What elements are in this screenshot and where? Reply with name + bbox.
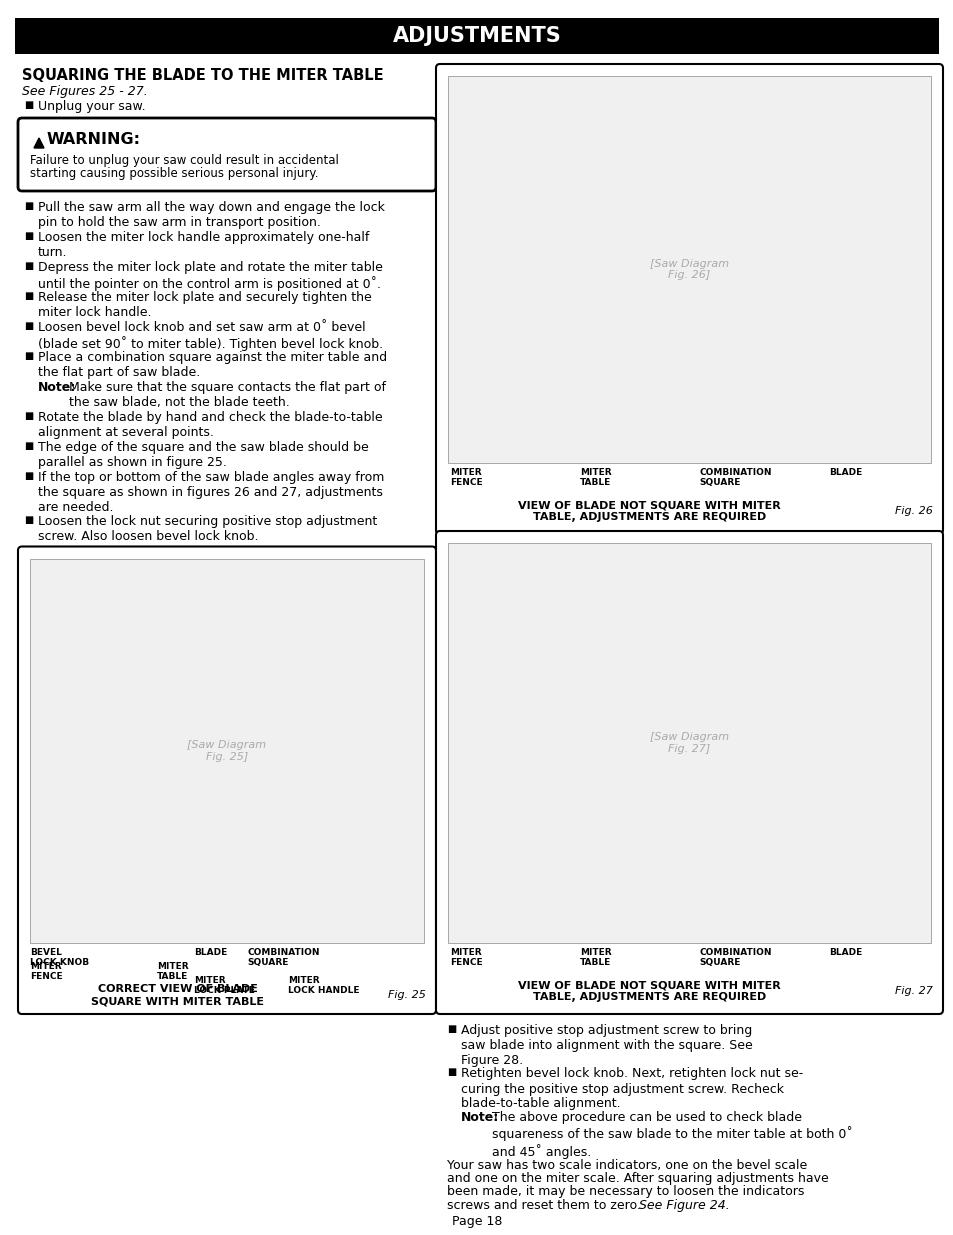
Text: ■: ■ — [24, 100, 33, 110]
Text: Depress the miter lock plate and rotate the miter table
until the pointer on the: Depress the miter lock plate and rotate … — [38, 261, 382, 291]
Text: ■: ■ — [24, 351, 33, 361]
Bar — [448, 77, 930, 463]
Text: MITER
TABLE: MITER TABLE — [579, 948, 611, 967]
Polygon shape — [34, 138, 44, 148]
Text: Fig. 25: Fig. 25 — [388, 990, 426, 1000]
Text: Loosen the miter lock handle approximately one-half
turn.: Loosen the miter lock handle approximate… — [38, 231, 369, 259]
Text: COMBINATION
SQUARE: COMBINATION SQUARE — [699, 468, 771, 488]
FancyBboxPatch shape — [436, 531, 942, 1014]
Text: [Saw Diagram
Fig. 26]: [Saw Diagram Fig. 26] — [649, 258, 728, 280]
Text: ■: ■ — [24, 471, 33, 480]
Text: ■: ■ — [447, 1067, 456, 1077]
Text: See Figure 24.: See Figure 24. — [639, 1199, 729, 1212]
Bar — [15, 19, 938, 54]
Text: MITER
TABLE: MITER TABLE — [157, 962, 189, 982]
Text: [Saw Diagram
Fig. 25]: [Saw Diagram Fig. 25] — [187, 740, 266, 762]
Text: Loosen the lock nut securing positive stop adjustment
screw. Also loosen bevel l: Loosen the lock nut securing positive st… — [38, 515, 376, 542]
Text: screws and reset them to zero.: screws and reset them to zero. — [447, 1199, 644, 1212]
Text: TABLE, ADJUSTMENTS ARE REQUIRED: TABLE, ADJUSTMENTS ARE REQUIRED — [533, 992, 765, 1002]
Text: COMBINATION
SQUARE: COMBINATION SQUARE — [699, 948, 771, 967]
Text: BLADE: BLADE — [194, 948, 227, 957]
Text: Loosen bevel lock knob and set saw arm at 0˚ bevel
(blade set 90˚ to miter table: Loosen bevel lock knob and set saw arm a… — [38, 321, 383, 352]
Text: ■: ■ — [24, 441, 33, 451]
Text: SQUARE WITH MITER TABLE: SQUARE WITH MITER TABLE — [91, 995, 264, 1007]
Text: See Figures 25 - 27.: See Figures 25 - 27. — [22, 85, 148, 98]
Text: Fig. 26: Fig. 26 — [894, 506, 932, 516]
Text: SQUARING THE BLADE TO THE MITER TABLE: SQUARING THE BLADE TO THE MITER TABLE — [22, 68, 383, 83]
Text: and one on the miter scale. After squaring adjustments have: and one on the miter scale. After squari… — [447, 1172, 828, 1186]
Text: starting causing possible serious personal injury.: starting causing possible serious person… — [30, 167, 318, 180]
Text: ■: ■ — [24, 201, 33, 211]
Text: The edge of the square and the saw blade should be
parallel as shown in figure 2: The edge of the square and the saw blade… — [38, 441, 369, 469]
FancyBboxPatch shape — [18, 119, 436, 191]
Bar — [30, 558, 423, 944]
Text: Fig. 27: Fig. 27 — [894, 986, 932, 995]
Text: ■: ■ — [24, 321, 33, 331]
Text: MITER
FENCE: MITER FENCE — [450, 468, 482, 488]
Text: MITER
FENCE: MITER FENCE — [450, 948, 482, 967]
Text: Pull the saw arm all the way down and engage the lock
pin to hold the saw arm in: Pull the saw arm all the way down and en… — [38, 201, 384, 228]
Text: Make sure that the square contacts the flat part of
the saw blade, not the blade: Make sure that the square contacts the f… — [69, 382, 386, 409]
Text: MITER
LOCK HANDLE: MITER LOCK HANDLE — [288, 976, 359, 995]
Text: ■: ■ — [24, 231, 33, 241]
Text: VIEW OF BLADE NOT SQUARE WITH MITER: VIEW OF BLADE NOT SQUARE WITH MITER — [517, 500, 781, 510]
FancyBboxPatch shape — [436, 64, 942, 534]
Bar — [448, 543, 930, 944]
Text: BLADE: BLADE — [828, 468, 862, 477]
Text: Place a combination square against the miter table and
the flat part of saw blad: Place a combination square against the m… — [38, 351, 387, 379]
Text: Your saw has two scale indicators, one on the bevel scale: Your saw has two scale indicators, one o… — [447, 1158, 806, 1172]
Text: COMBINATION
SQUARE: COMBINATION SQUARE — [247, 948, 319, 967]
Text: If the top or bottom of the saw blade angles away from
the square as shown in fi: If the top or bottom of the saw blade an… — [38, 471, 384, 514]
Text: Unplug your saw.: Unplug your saw. — [38, 100, 146, 112]
Text: MITER
TABLE: MITER TABLE — [579, 468, 611, 488]
Text: ■: ■ — [24, 261, 33, 270]
Text: MITER
FENCE: MITER FENCE — [30, 962, 63, 982]
Text: CORRECT VIEW OF BLADE: CORRECT VIEW OF BLADE — [98, 984, 257, 994]
Text: ■: ■ — [24, 411, 33, 421]
Text: VIEW OF BLADE NOT SQUARE WITH MITER: VIEW OF BLADE NOT SQUARE WITH MITER — [517, 981, 781, 990]
Text: BLADE: BLADE — [828, 948, 862, 957]
Text: [Saw Diagram
Fig. 27]: [Saw Diagram Fig. 27] — [649, 732, 728, 753]
Text: ADJUSTMENTS: ADJUSTMENTS — [393, 26, 560, 46]
Text: ■: ■ — [24, 515, 33, 525]
Text: Adjust positive stop adjustment screw to bring
saw blade into alignment with the: Adjust positive stop adjustment screw to… — [460, 1024, 752, 1067]
Text: WARNING:: WARNING: — [47, 132, 141, 147]
Text: Page 18: Page 18 — [452, 1215, 501, 1228]
Text: ■: ■ — [447, 1024, 456, 1034]
Text: TABLE, ADJUSTMENTS ARE REQUIRED: TABLE, ADJUSTMENTS ARE REQUIRED — [533, 513, 765, 522]
Text: ■: ■ — [24, 291, 33, 301]
Text: The above procedure can be used to check blade
squareness of the saw blade to th: The above procedure can be used to check… — [492, 1112, 852, 1158]
Text: Retighten bevel lock knob. Next, retighten lock nut se-
curing the positive stop: Retighten bevel lock knob. Next, retight… — [460, 1067, 802, 1110]
FancyBboxPatch shape — [18, 547, 436, 1014]
Text: Rotate the blade by hand and check the blade-to-table
alignment at several point: Rotate the blade by hand and check the b… — [38, 411, 382, 438]
Text: Note:: Note: — [38, 382, 76, 394]
Text: BEVEL
LOCK KNOB: BEVEL LOCK KNOB — [30, 948, 89, 967]
Text: Failure to unplug your saw could result in accidental: Failure to unplug your saw could result … — [30, 154, 338, 167]
Text: MITER
LOCK PLATE: MITER LOCK PLATE — [194, 976, 254, 995]
Text: Note:: Note: — [460, 1112, 498, 1124]
Text: been made, it may be necessary to loosen the indicators: been made, it may be necessary to loosen… — [447, 1186, 803, 1198]
Text: Release the miter lock plate and securely tighten the
miter lock handle.: Release the miter lock plate and securel… — [38, 291, 372, 319]
